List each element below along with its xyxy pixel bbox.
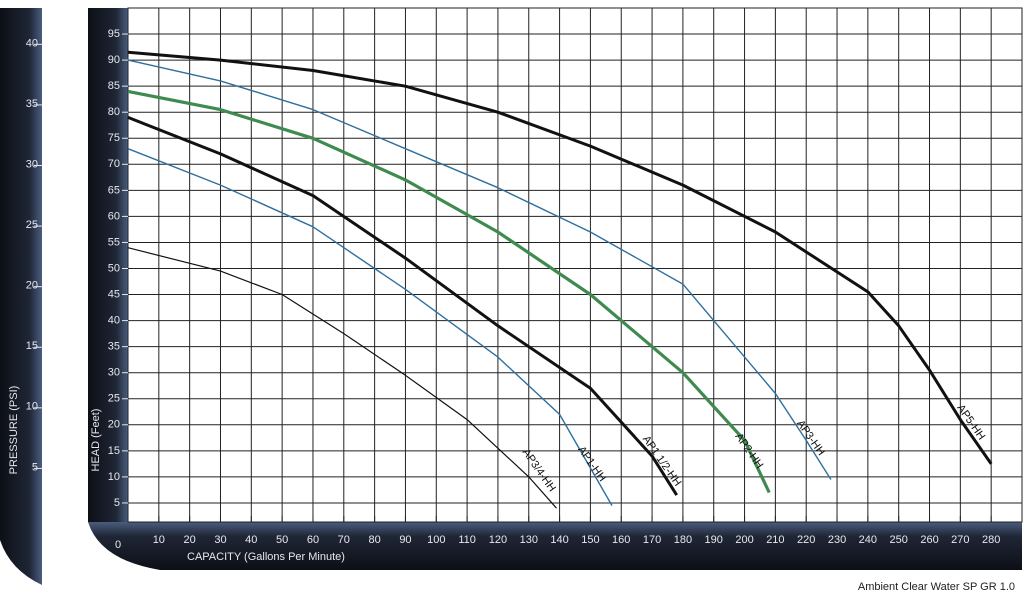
- y-tick-label: 85: [108, 80, 120, 92]
- pump-curve: [127, 50, 993, 465]
- x-tick-label: 220: [797, 534, 815, 546]
- y2-tick-label: 10: [26, 401, 38, 413]
- x-tick-label: 150: [581, 534, 599, 546]
- y-tick-label: 30: [108, 367, 120, 379]
- y-tick-label: 15: [108, 445, 120, 457]
- x-tick-label: 250: [890, 534, 908, 546]
- pump-curve: [127, 59, 832, 480]
- x-tick-label: 200: [735, 534, 753, 546]
- x-tick-label: 180: [674, 534, 692, 546]
- x-tick-label: 70: [338, 534, 350, 546]
- y2-tick-label: 15: [26, 340, 38, 352]
- footnote: Ambient Clear Water SP GR 1.0: [858, 581, 1015, 593]
- pump-curve: [127, 148, 613, 506]
- y-tick-label: 40: [108, 315, 120, 327]
- x-tick-label: 50: [276, 534, 288, 546]
- y-tick-label: 50: [108, 262, 120, 274]
- pump-curve: [127, 247, 557, 509]
- x-tick-label: 40: [245, 534, 257, 546]
- x-tick-label: 230: [828, 534, 846, 546]
- x-tick-label: 140: [550, 534, 568, 546]
- x-tick-label: 170: [643, 534, 661, 546]
- x-tick-label: 30: [214, 534, 226, 546]
- y2-tick-label: 20: [26, 280, 38, 292]
- y2-tick-label: 25: [26, 219, 38, 231]
- y-tick-label: 90: [108, 54, 120, 66]
- y2-tick-label: 5: [32, 461, 38, 473]
- y-axis-label: HEAD (Feet): [90, 409, 102, 472]
- x-axis-label: CAPACITY (Gallons Per Minute): [187, 551, 345, 563]
- y-tick-label: 65: [108, 184, 120, 196]
- pump-curve: [127, 89, 771, 494]
- x-tick-label: 20: [184, 534, 196, 546]
- x-tick-label: 110: [458, 534, 476, 546]
- x-tick-label: 280: [982, 534, 1000, 546]
- x-tick-label: 260: [920, 534, 938, 546]
- y-tick-label: 70: [108, 158, 120, 170]
- capacity-band: [88, 522, 1022, 570]
- x-tick-label: 90: [399, 534, 411, 546]
- y-tick-label: 5: [114, 497, 120, 509]
- plot-area: [127, 7, 1023, 523]
- x-tick-label: 240: [859, 534, 877, 546]
- head-band: [88, 8, 128, 522]
- pump-curve: [127, 116, 678, 496]
- x-tick-label: 190: [705, 534, 723, 546]
- x-tick-label: 100: [427, 534, 445, 546]
- y-tick-label: 45: [108, 288, 120, 300]
- x-tick-label: 210: [766, 534, 784, 546]
- y-tick-label: 20: [108, 419, 120, 431]
- x-tick-label: 120: [489, 534, 507, 546]
- y-tick-label: 55: [108, 236, 120, 248]
- y2-tick-label: 30: [26, 158, 38, 170]
- y2-tick-label: 35: [26, 98, 38, 110]
- y2-tick-label: 40: [26, 37, 38, 49]
- y-tick-label: 95: [108, 28, 120, 40]
- x-tick-label: 160: [612, 534, 630, 546]
- y-tick-label: 10: [108, 471, 120, 483]
- y-tick-label: 75: [108, 132, 120, 144]
- y-tick-label: 60: [108, 210, 120, 222]
- x-tick-label: 10: [153, 534, 165, 546]
- x-tick-label: 80: [368, 534, 380, 546]
- y2-axis-label: PRESSURE (PSI): [8, 386, 20, 475]
- y-tick-label: 25: [108, 393, 120, 405]
- y-tick-label: 80: [108, 106, 120, 118]
- x-tick-label: 0: [115, 539, 121, 551]
- y-tick-label: 35: [108, 341, 120, 353]
- x-tick-label: 270: [951, 534, 969, 546]
- x-tick-label: 130: [520, 534, 538, 546]
- x-tick-label: 60: [307, 534, 319, 546]
- pressure-band: [0, 8, 42, 585]
